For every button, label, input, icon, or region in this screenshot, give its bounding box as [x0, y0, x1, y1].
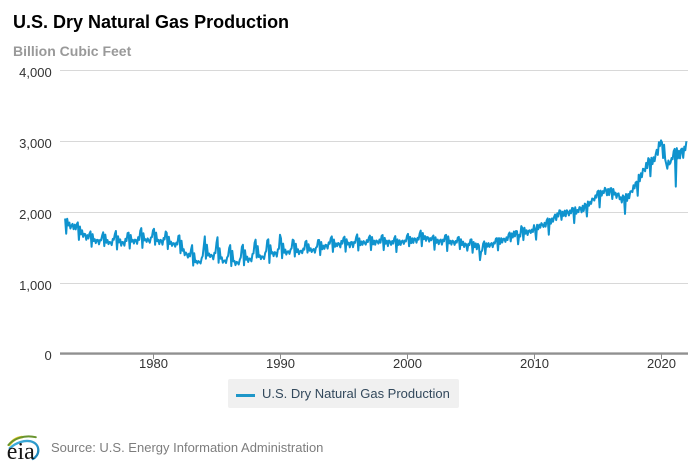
svg-text:eia: eia: [7, 439, 35, 464]
